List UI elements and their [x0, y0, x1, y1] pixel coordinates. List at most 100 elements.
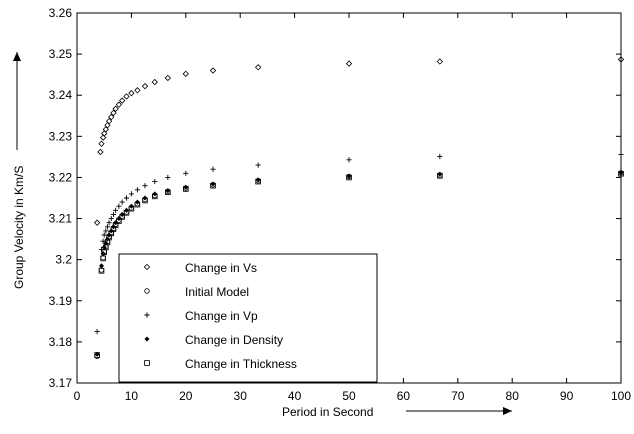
data-point: [255, 162, 261, 168]
y-axis-title: Group Velocity in Km/S: [12, 166, 26, 289]
data-point: [165, 189, 171, 196]
data-point: [98, 267, 105, 274]
y-tick-label: 3.2: [55, 253, 72, 267]
x-tick-labels: 0 10 20 30 40 50 60 70 80 90 100: [74, 389, 632, 403]
data-point: [100, 255, 106, 262]
data-point: [101, 232, 107, 238]
y-tick-label: 3.18: [49, 335, 73, 349]
data-point: [618, 169, 624, 176]
data-point: [128, 191, 134, 197]
data-point: [210, 182, 216, 189]
x-tick-label: 50: [342, 389, 356, 403]
y-tick-labels: 3.17 3.18 3.19 3.2 3.21 3.22 3.23 3.24 3.25 3.26: [49, 6, 73, 390]
y-axis-arrow-icon: [13, 52, 21, 150]
y-tick-label: 3.23: [49, 129, 73, 143]
data-point: [101, 130, 108, 137]
data-point: [108, 113, 115, 121]
data-point: [104, 224, 111, 230]
data-point: [94, 352, 100, 358]
y-tick-label: 3.21: [49, 212, 73, 226]
legend-label-change-in-density: Change in Density: [185, 333, 283, 347]
data-point: [123, 93, 130, 100]
y-tick-label: 3.24: [49, 88, 73, 102]
data-point: [345, 60, 353, 67]
series-change-in-vp: [94, 151, 624, 335]
series-layer: [93, 56, 625, 359]
series-change-in-vs: [93, 56, 625, 226]
data-point: [119, 214, 125, 220]
data-point: [115, 101, 123, 108]
x-tick-label: 40: [288, 389, 302, 403]
data-point: [151, 193, 158, 200]
data-point: [618, 151, 624, 158]
data-point: [183, 170, 189, 176]
data-point: [110, 109, 117, 117]
legend-markers: [143, 263, 151, 366]
data-point: [112, 222, 119, 228]
data-point: [346, 174, 352, 181]
data-point: [209, 67, 217, 74]
data-point: [134, 187, 140, 193]
data-point: [142, 183, 148, 189]
data-point: [134, 87, 141, 94]
data-point: [151, 78, 158, 86]
x-tick-label: 20: [179, 389, 193, 403]
y-tick-label: 3.25: [49, 47, 73, 61]
y-tick-label: 3.22: [49, 170, 73, 184]
legend-label-change-in-vp: Change in Vp: [185, 309, 258, 323]
data-point: [116, 218, 122, 224]
x-tick-label: 90: [560, 389, 574, 403]
data-point: [99, 134, 107, 141]
legend-marker-change-in-density: [144, 336, 150, 342]
legend-marker-change-in-vs: [143, 263, 151, 271]
x-tick-label: 100: [611, 389, 631, 403]
data-point: [128, 90, 135, 97]
x-tick-label: 30: [234, 389, 248, 403]
data-point: [112, 105, 119, 112]
data-point: [118, 97, 126, 104]
legend-label-change-in-vs: Change in Vs: [185, 261, 257, 275]
data-point: [164, 74, 172, 82]
data-point: [104, 122, 111, 129]
data-point: [103, 228, 109, 234]
data-point: [94, 329, 100, 335]
y-tick-label: 3.26: [49, 6, 73, 20]
data-point: [98, 140, 105, 147]
y-tick-label: 3.19: [49, 294, 73, 308]
legend-marker-initial-model: [144, 288, 150, 294]
data-point: [182, 186, 189, 192]
data-point: [142, 197, 148, 204]
data-point: [128, 205, 135, 212]
data-point: [210, 166, 216, 172]
legend-label-change-in-thickness: Change in Thickness: [185, 357, 297, 371]
data-point: [436, 58, 444, 65]
data-point: [102, 126, 109, 133]
data-point: [254, 64, 262, 71]
data-point: [119, 199, 125, 205]
data-point: [108, 215, 114, 222]
data-point: [618, 170, 624, 177]
data-point: [116, 203, 122, 209]
data-point: [134, 201, 141, 208]
data-point: [346, 173, 352, 179]
legend-label-initial-model: Initial Model: [185, 285, 249, 299]
data-point: [123, 195, 130, 201]
y-tick-label: 3.17: [49, 376, 73, 390]
data-point: [617, 56, 625, 63]
data-point: [105, 117, 113, 125]
data-point: [93, 219, 101, 226]
x-tick-label: 60: [397, 389, 411, 403]
x-axis-arrow-icon: [406, 407, 512, 415]
data-point: [437, 172, 443, 179]
x-tick-label: 0: [74, 389, 81, 403]
data-point: [346, 157, 352, 163]
data-point: [94, 351, 100, 357]
legend: Change in Vs Initial Model Change in Vp …: [118, 253, 378, 383]
legend-marker-change-in-vp: [144, 312, 150, 318]
data-point: [98, 263, 105, 269]
data-point: [97, 148, 104, 156]
x-tick-label: 10: [125, 389, 139, 403]
data-point: [152, 178, 158, 185]
legend-marker-change-in-thickness: [144, 360, 150, 366]
data-point: [165, 174, 171, 181]
